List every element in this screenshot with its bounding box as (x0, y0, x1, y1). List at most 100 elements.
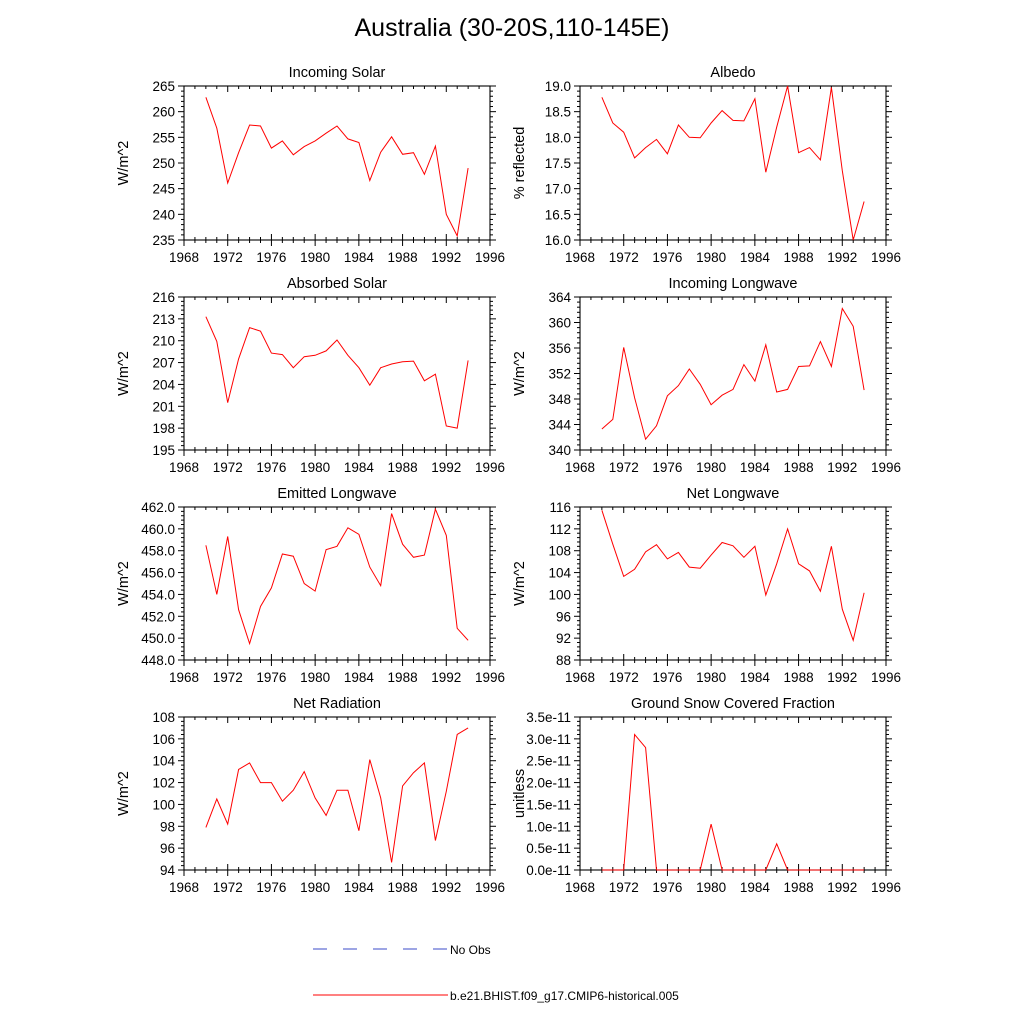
panel-title: Ground Snow Covered Fraction (631, 696, 835, 712)
series-line (601, 307, 865, 441)
x-tick-label: 1976 (652, 250, 682, 265)
series-line (601, 733, 865, 871)
y-tick-label: 348 (548, 392, 571, 407)
y-tick-label: 340 (548, 443, 571, 458)
y-axis-label: % reflected (512, 127, 528, 200)
x-tick-label: 1980 (300, 880, 330, 895)
series-line (205, 316, 469, 429)
y-tick-label: 116 (549, 500, 571, 515)
y-tick-label: 448.0 (141, 653, 175, 668)
figure-title: Australia (30-20S,110-145E) (354, 14, 670, 42)
y-tick-label: 250 (152, 156, 175, 171)
x-tick-label: 1968 (169, 250, 199, 265)
x-tick-label: 1988 (388, 250, 418, 265)
panel-2: Absorbed Solar W/m^2 1968 1972 1976 1980 1984 1… (116, 276, 505, 475)
y-axis-label: W/m^2 (116, 771, 132, 816)
x-tick-label: 1992 (827, 670, 857, 685)
x-tick-label: 1972 (609, 460, 639, 475)
panel-title: Incoming Longwave (669, 276, 798, 292)
x-tick-label: 1972 (609, 880, 639, 895)
y-tick-label: 364 (548, 290, 571, 305)
x-tick-label: 1992 (827, 250, 857, 265)
x-tick-label: 1980 (300, 250, 330, 265)
x-tick-label: 1980 (696, 880, 726, 895)
y-tick-label: 2.0e-11 (526, 776, 571, 791)
x-tick-label: 1996 (871, 460, 901, 475)
panel-title: Net Longwave (687, 486, 780, 502)
x-tick-label: 1992 (431, 250, 461, 265)
x-tick-label: 1984 (344, 670, 375, 685)
legend: No Obs b.e21.BHIST.f09_g17.CMIP6-historic… (313, 943, 679, 1003)
x-tick-label: 1996 (871, 670, 901, 685)
x-tick-label: 1968 (169, 460, 199, 475)
y-tick-label: 104 (152, 754, 175, 769)
y-tick-label: 195 (152, 443, 175, 458)
y-tick-label: 3.0e-11 (526, 732, 571, 747)
y-tick-label: 456.0 (141, 566, 175, 581)
y-tick-label: 201 (152, 399, 175, 414)
x-tick-label: 1968 (565, 250, 595, 265)
y-tick-label: 0.5e-11 (526, 841, 571, 856)
y-tick-label: 1.0e-11 (526, 819, 571, 834)
y-tick-label: 458.0 (141, 544, 175, 559)
y-tick-label: 352 (548, 367, 571, 382)
y-tick-label: 17.5 (545, 156, 571, 171)
y-tick-label: 235 (152, 233, 175, 248)
plot-frame (183, 296, 491, 451)
y-tick-label: 454.0 (141, 587, 175, 602)
y-tick-label: 452.0 (141, 609, 175, 624)
y-tick-label: 112 (549, 522, 571, 537)
y-tick-label: 240 (152, 207, 175, 222)
y-tick-label: 260 (152, 105, 175, 120)
x-tick-label: 1980 (696, 670, 726, 685)
y-tick-label: 96 (160, 841, 175, 856)
y-tick-label: 207 (152, 356, 175, 371)
x-tick-label: 1996 (475, 250, 505, 265)
x-tick-label: 1976 (256, 670, 286, 685)
y-tick-label: 3.5e-11 (526, 710, 571, 725)
y-tick-label: 106 (152, 732, 175, 747)
x-tick-label: 1972 (213, 250, 243, 265)
y-tick-label: 344 (548, 418, 571, 433)
x-tick-label: 1984 (740, 460, 771, 475)
panel-title: Emitted Longwave (277, 486, 396, 502)
x-tick-label: 1988 (784, 250, 814, 265)
y-tick-label: 18.5 (545, 105, 571, 120)
series-line (205, 97, 469, 238)
y-tick-label: 360 (548, 316, 571, 331)
plot-frame (183, 85, 491, 241)
legend-label-no-obs: No Obs (450, 943, 491, 957)
y-tick-label: 245 (152, 182, 175, 197)
y-tick-label: 265 (152, 79, 175, 94)
panel-4: Emitted Longwave W/m^2 1968 1972 1976 1980 198… (116, 486, 505, 685)
y-tick-label: 104 (548, 566, 571, 581)
x-tick-label: 1968 (169, 670, 199, 685)
x-tick-label: 1984 (344, 880, 375, 895)
y-tick-label: 108 (152, 710, 175, 725)
y-tick-label: 96 (556, 609, 571, 624)
y-tick-label: 100 (152, 797, 175, 812)
x-tick-label: 1984 (740, 250, 771, 265)
y-axis-label: W/m^2 (116, 141, 132, 186)
y-tick-label: 19.0 (545, 79, 571, 94)
y-tick-label: 102 (152, 776, 175, 791)
y-axis-label: unitless (512, 769, 528, 818)
plot-frame (579, 506, 887, 661)
x-tick-label: 1992 (827, 460, 857, 475)
y-tick-label: 16.5 (545, 207, 571, 222)
x-tick-label: 1988 (388, 670, 418, 685)
plot-frame (579, 85, 887, 241)
x-tick-label: 1992 (431, 460, 461, 475)
x-tick-label: 1996 (475, 670, 505, 685)
y-tick-label: 88 (556, 653, 571, 668)
panel-0: Incoming Solar W/m^2 1968 1972 1976 1980 1984 1… (116, 65, 505, 265)
panel-1: Albedo % reflected 1968 1972 1976 1980 1984 198… (512, 65, 901, 265)
x-tick-label: 1976 (652, 880, 682, 895)
y-tick-label: 460.0 (141, 522, 175, 537)
y-tick-label: 1.5e-11 (526, 797, 571, 812)
x-tick-label: 1968 (565, 670, 595, 685)
y-tick-label: 356 (548, 341, 571, 356)
x-tick-label: 1968 (565, 460, 595, 475)
x-tick-label: 1988 (784, 670, 814, 685)
